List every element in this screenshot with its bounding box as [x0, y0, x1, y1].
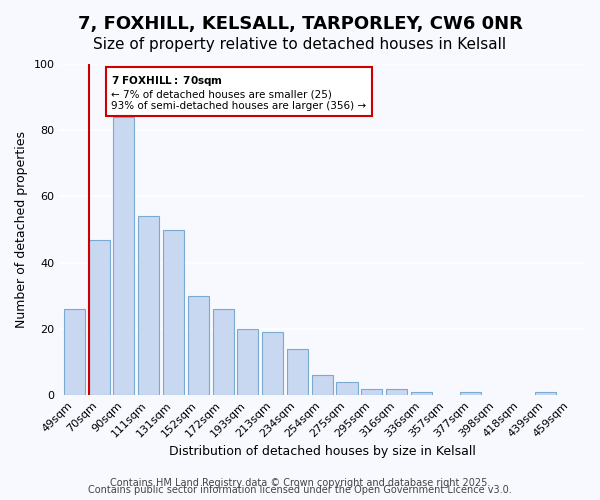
Bar [237, 329, 259, 395]
Text: Size of property relative to detached houses in Kelsall: Size of property relative to detached ho… [94, 38, 506, 52]
Bar [460, 392, 481, 395]
Bar [113, 117, 134, 395]
Text: 7, FOXHILL, KELSALL, TARPORLEY, CW6 0NR: 7, FOXHILL, KELSALL, TARPORLEY, CW6 0NR [77, 15, 523, 33]
Y-axis label: Number of detached properties: Number of detached properties [15, 131, 28, 328]
Bar [311, 376, 333, 395]
Bar [386, 388, 407, 395]
Bar [89, 240, 110, 395]
Bar [262, 332, 283, 395]
Text: Contains HM Land Registry data © Crown copyright and database right 2025.: Contains HM Land Registry data © Crown c… [110, 478, 490, 488]
Bar [411, 392, 432, 395]
X-axis label: Distribution of detached houses by size in Kelsall: Distribution of detached houses by size … [169, 444, 476, 458]
Bar [163, 230, 184, 395]
Text: $\bf{7\ FOXHILL:\ 70sqm}$
← 7% of detached houses are smaller (25)
93% of semi-d: $\bf{7\ FOXHILL:\ 70sqm}$ ← 7% of detach… [112, 74, 367, 111]
Bar [535, 392, 556, 395]
Bar [287, 349, 308, 395]
Bar [188, 296, 209, 395]
Bar [64, 309, 85, 395]
Bar [212, 309, 233, 395]
Bar [337, 382, 358, 395]
Bar [361, 388, 382, 395]
Text: Contains public sector information licensed under the Open Government Licence v3: Contains public sector information licen… [88, 485, 512, 495]
Bar [138, 216, 159, 395]
